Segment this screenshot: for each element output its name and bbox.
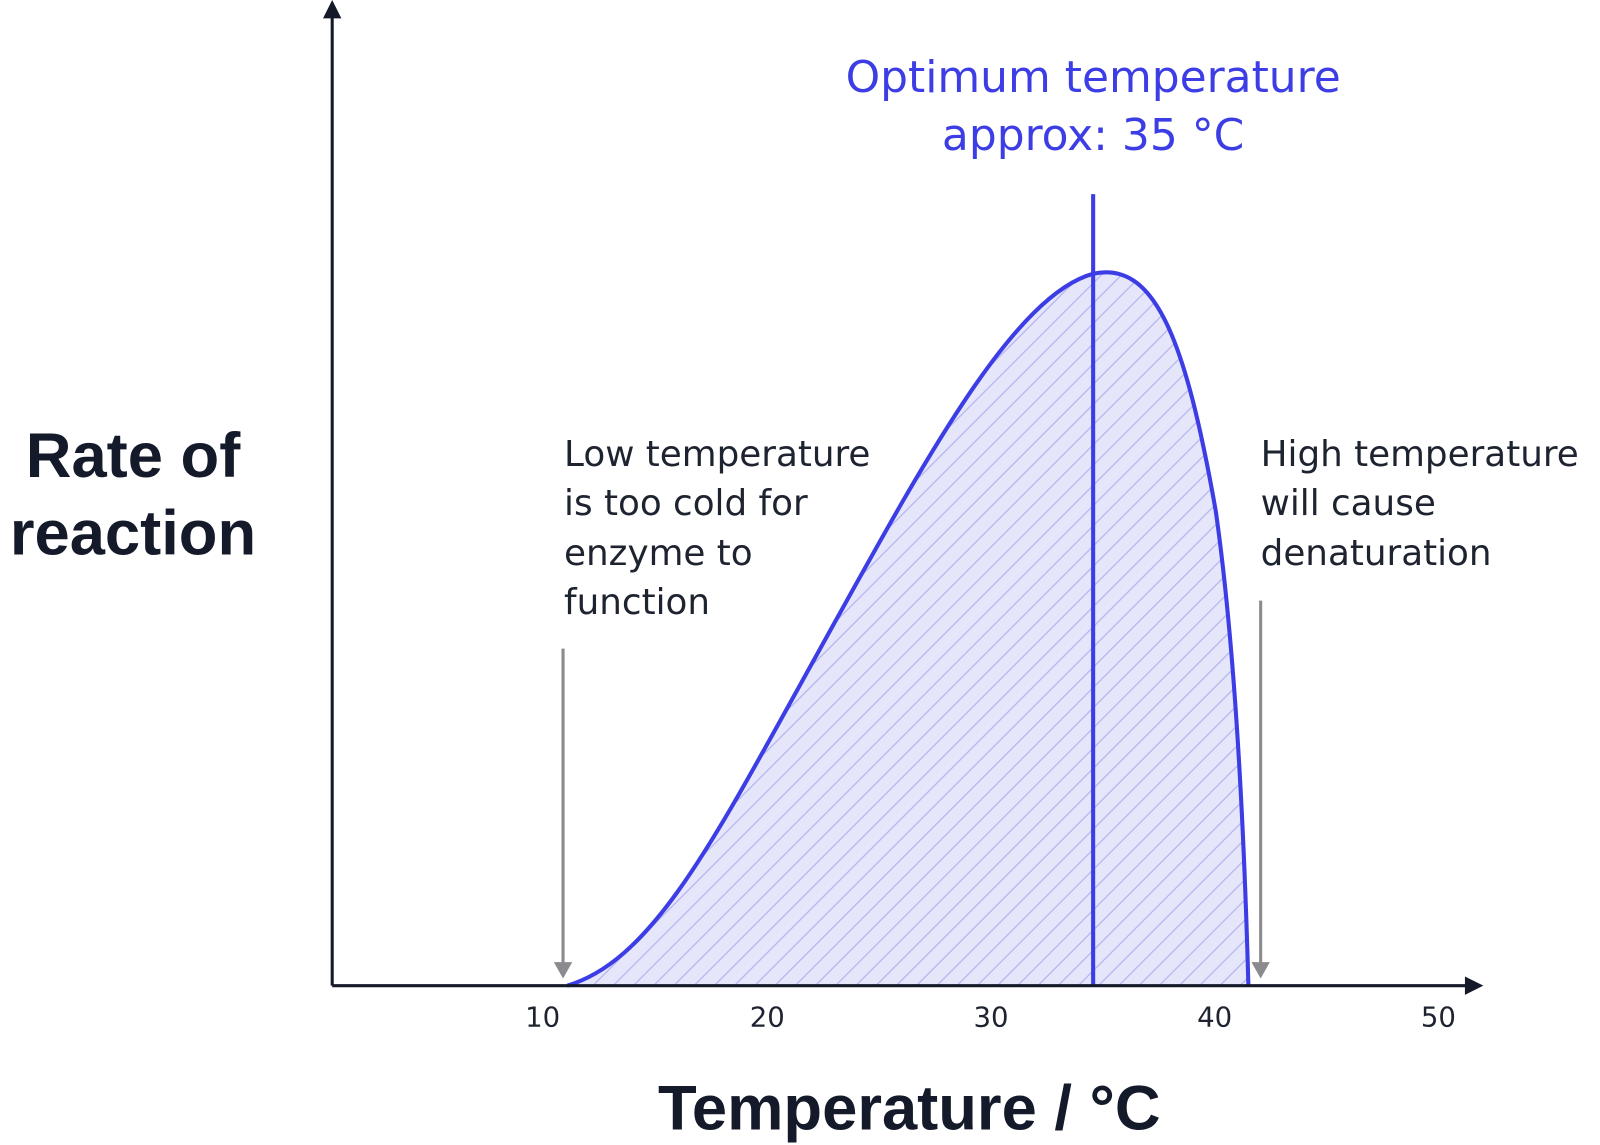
x-tick-label: 10 [525,1001,560,1034]
y-axis-arrow [323,0,342,19]
title-line: Optimum temperature [846,52,1341,103]
title-line: approx: 35 °C [942,110,1244,161]
x-tick-label: 20 [750,1001,785,1034]
high-arrow-head [1251,962,1270,979]
x-tick-label: 40 [1197,1001,1232,1034]
x-tick-label: 30 [973,1001,1008,1034]
x-tick-label: 50 [1421,1001,1456,1034]
low-arrow-head [553,962,573,979]
x-axis-label: Temperature / °C [658,1074,1161,1144]
x-axis-arrow [1464,976,1484,995]
curve-area [567,272,1249,986]
y-axis-label: Rate of [26,421,241,491]
high-annotation: denaturation [1261,533,1492,574]
y-axis-label: reaction [10,499,256,569]
curve [566,270,1251,988]
low-annotation: is too cold for [564,483,808,524]
low-annotation: Low temperature [564,434,870,475]
low-annotation: function [564,582,710,623]
high-annotation: High temperature [1261,434,1579,475]
low-annotation: enzyme to [564,533,753,574]
high-annotation: will cause [1261,483,1436,524]
